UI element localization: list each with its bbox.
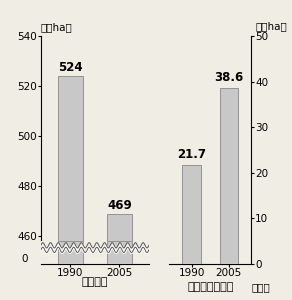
Bar bbox=[220, 88, 238, 264]
Text: 524: 524 bbox=[58, 61, 83, 74]
Text: （万ha）: （万ha） bbox=[255, 21, 287, 32]
Text: 21.7: 21.7 bbox=[177, 148, 206, 161]
Text: 耕地面積: 耕地面積 bbox=[82, 277, 108, 286]
Bar bbox=[182, 165, 201, 264]
Text: （万ha）: （万ha） bbox=[41, 22, 73, 32]
Bar bbox=[58, 76, 83, 241]
Bar bbox=[107, 241, 132, 264]
Text: 0: 0 bbox=[21, 254, 28, 264]
Text: 469: 469 bbox=[107, 199, 132, 212]
Text: 38.6: 38.6 bbox=[214, 71, 244, 84]
Text: （年）: （年） bbox=[251, 282, 270, 292]
Text: 耕作放棄地面積: 耕作放棄地面積 bbox=[187, 282, 233, 292]
Bar bbox=[58, 241, 83, 264]
Bar bbox=[107, 214, 132, 241]
